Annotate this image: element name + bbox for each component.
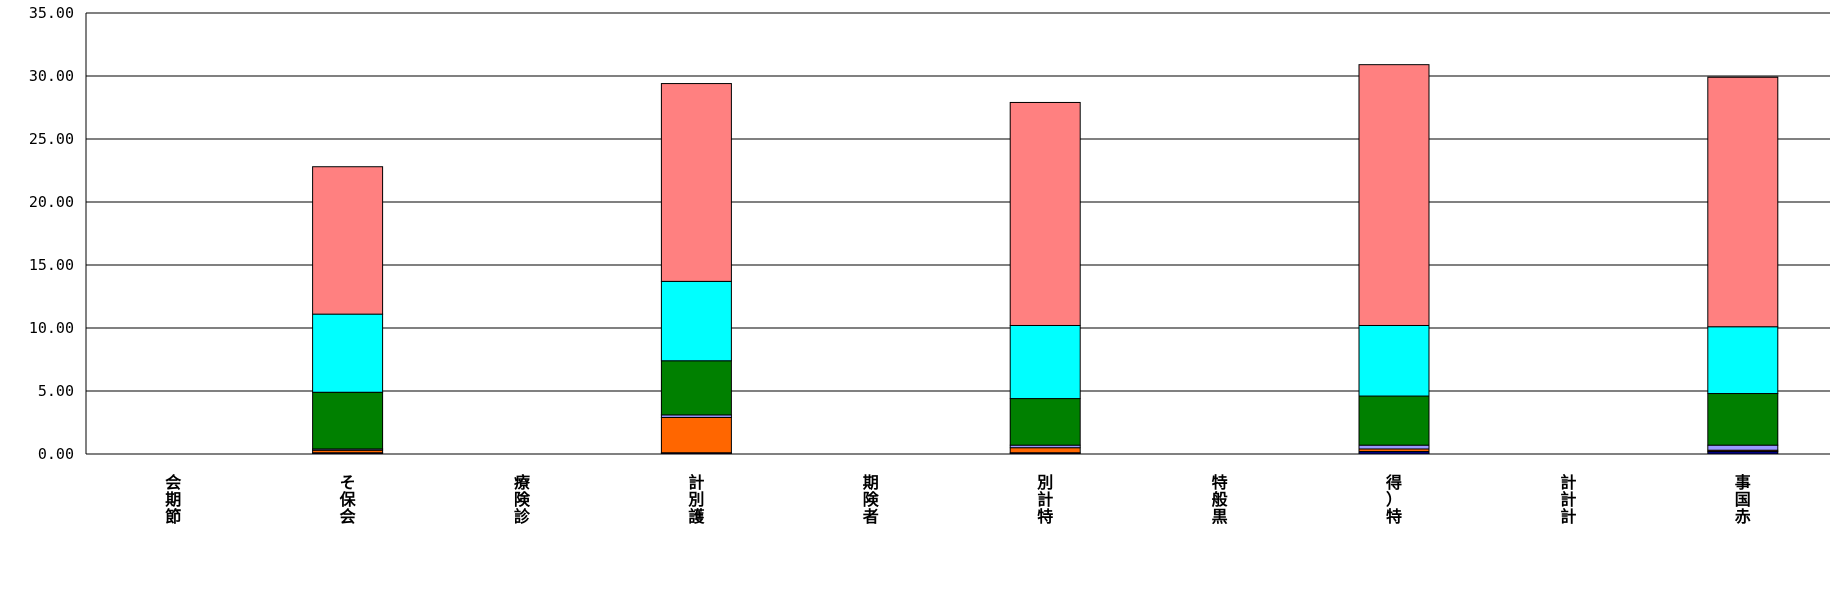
x-tick-label: 特般黒 (1212, 473, 1228, 526)
bar-segment (1009, 447, 1081, 454)
bar-segment (1009, 398, 1081, 446)
x-tick-label: 計計計 (1560, 473, 1576, 526)
bar-segment (1707, 76, 1779, 328)
bar-segment (1707, 326, 1779, 395)
y-tick-label: 5.00 (38, 382, 74, 400)
bar-segment (1358, 64, 1430, 326)
bar-segment (660, 280, 732, 362)
bar-segment (1009, 324, 1081, 400)
y-tick-label: 25.00 (29, 130, 74, 148)
bar-segment (1009, 101, 1081, 326)
bar-segment (1358, 444, 1430, 450)
bar-segment (1358, 395, 1430, 446)
x-tick-label: 療険診 (514, 473, 531, 526)
x-tick-label: そ保会 (339, 473, 357, 526)
x-axis: 会期節 そ保会 療険診 計別護 期険者 別計特 特般黒 得）特 計計計 事国赤 (164, 473, 1751, 526)
y-axis: 0.00 5.00 10.00 15.00 20.00 25.00 30.00 35.00 (29, 4, 87, 463)
y-tick-label: 15.00 (29, 256, 74, 274)
bar-segment (660, 416, 732, 454)
y-tick-label: 30.00 (29, 67, 74, 85)
x-tick-label: 得）特 (1385, 473, 1402, 526)
bar-segment (1707, 393, 1779, 446)
y-tick-label: 10.00 (29, 319, 74, 337)
bar-segment (660, 83, 732, 282)
x-tick-label: 期険者 (862, 473, 880, 526)
bar-segment (1707, 444, 1779, 451)
bars (312, 64, 1779, 455)
bar-segment (312, 391, 384, 450)
bar-segment (1358, 324, 1430, 397)
y-tick-label: 35.00 (29, 4, 74, 22)
y-tick-label: 0.00 (38, 445, 74, 463)
x-tick-label: 別計特 (1037, 473, 1053, 526)
bar-segment (312, 166, 384, 315)
x-tick-label: 事国赤 (1735, 473, 1751, 526)
bar-segment (660, 360, 732, 416)
y-tick-label: 20.00 (29, 193, 74, 211)
x-tick-label: 会期節 (164, 473, 181, 526)
bar-segment (312, 313, 384, 393)
x-tick-label: 計別護 (688, 473, 705, 526)
